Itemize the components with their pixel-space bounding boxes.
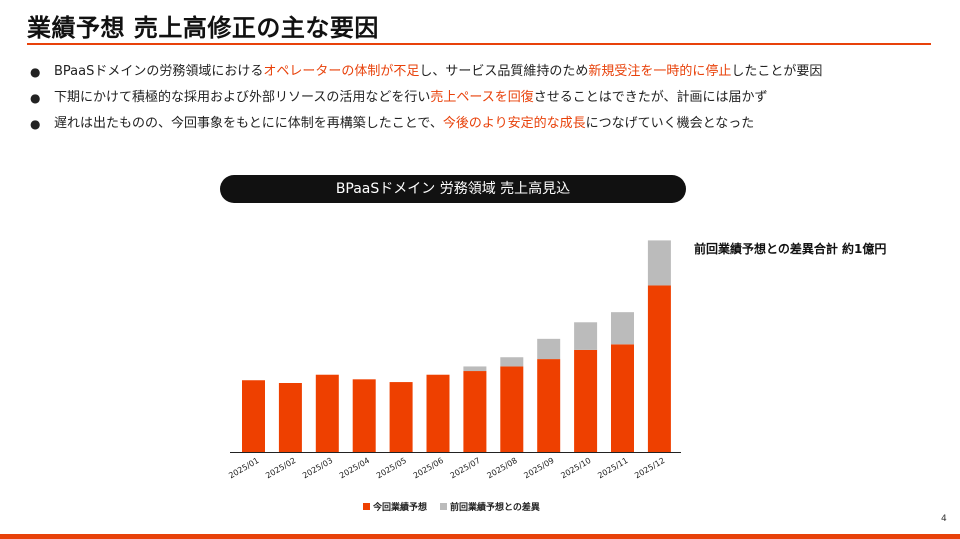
x-tick-label: 2025/02 [264, 456, 297, 480]
bullet-text: 遅れは出たものの、今回事象をもとにに体制を再構築したことで、 [54, 116, 443, 131]
bar-current-forecast [315, 374, 339, 452]
bar-forecast-difference [574, 322, 598, 350]
bullet-text: 下期にかけて積極的な採用および外部リソースの活用などを行い [54, 90, 431, 105]
highlighted-text: 新規受注を一時的に停止 [588, 64, 732, 79]
bar-forecast-difference [500, 357, 524, 367]
bar-forecast-difference [537, 338, 561, 360]
legend-swatch [440, 503, 447, 510]
bar-current-forecast [500, 366, 524, 452]
x-tick-label: 2025/01 [227, 456, 260, 480]
highlighted-text: 売上ペースを回復 [430, 90, 534, 105]
bullet-dot-icon: ● [30, 65, 41, 79]
bar-forecast-difference [611, 312, 634, 345]
x-tick-label: 2025/11 [596, 456, 629, 480]
bullet-item: ● 遅れは出たものの、今回事象をもとにに体制を再構築したことで、今後のより安定的な… [30, 114, 935, 140]
page-title: 業績予想 売上高修正の主な要因 [27, 14, 379, 42]
bar-current-forecast [426, 374, 450, 452]
bar-current-forecast [537, 359, 561, 452]
bar-current-forecast [389, 382, 413, 452]
x-tick-label: 2025/03 [301, 456, 334, 480]
x-tick-label: 2025/10 [559, 456, 592, 480]
x-tick-label: 2025/05 [375, 456, 408, 480]
page-number: 4 [941, 514, 947, 524]
bar-forecast-difference [463, 366, 487, 372]
bullet-text: につなげていく機会となった [585, 116, 755, 131]
bar-current-forecast [278, 383, 302, 452]
bullet-item: ● BPaaSドメインの労務領域におけるオペレーターの体制が不足し、サービス品質維… [30, 62, 935, 88]
highlighted-text: 今後のより安定的な成長 [442, 116, 586, 131]
title-underline [27, 43, 931, 45]
bar-current-forecast [352, 379, 376, 452]
x-tick-label: 2025/08 [486, 456, 519, 480]
bullet-text: したことが要因 [731, 64, 823, 79]
x-tick-label: 2025/06 [412, 456, 445, 480]
bar-current-forecast [574, 349, 598, 452]
x-tick-label: 2025/07 [449, 456, 482, 480]
bullet-item: ● 下期にかけて積極的な採用および外部リソースの活用などを行い売上ペースを回復させ… [30, 88, 935, 114]
bar-forecast-difference [647, 240, 671, 286]
bullet-dot-icon: ● [30, 91, 41, 105]
legend-label: 前回業績予想との差異 [450, 501, 540, 513]
x-tick-label: 2025/09 [522, 456, 555, 480]
legend-label: 今回業績予想 [372, 501, 427, 513]
difference-note: 前回業績予想との差異合計 約1億円 [694, 242, 887, 256]
highlighted-text: オペレーターの体制が不足 [263, 64, 420, 79]
bullet-text: BPaaSドメインの労務領域における [54, 64, 264, 79]
bullet-text: し、サービス品質維持のため [419, 64, 589, 79]
x-tick-label: 2025/12 [633, 456, 666, 480]
bar-current-forecast [611, 344, 634, 452]
bullet-text: させることはできたが、計画には届かず [533, 90, 768, 105]
bullet-list: ● BPaaSドメインの労務領域におけるオペレーターの体制が不足し、サービス品質維… [30, 62, 935, 140]
bullet-dot-icon: ● [30, 117, 41, 131]
chart-title-pill: BPaaSドメイン 労務領域 売上高見込 [220, 175, 686, 203]
legend-swatch [363, 503, 370, 510]
bar-current-forecast [242, 380, 265, 452]
bar-current-forecast [647, 285, 671, 452]
bottom-accent-bar [0, 534, 960, 539]
bar-current-forecast [463, 371, 487, 452]
x-tick-label: 2025/04 [338, 456, 371, 480]
